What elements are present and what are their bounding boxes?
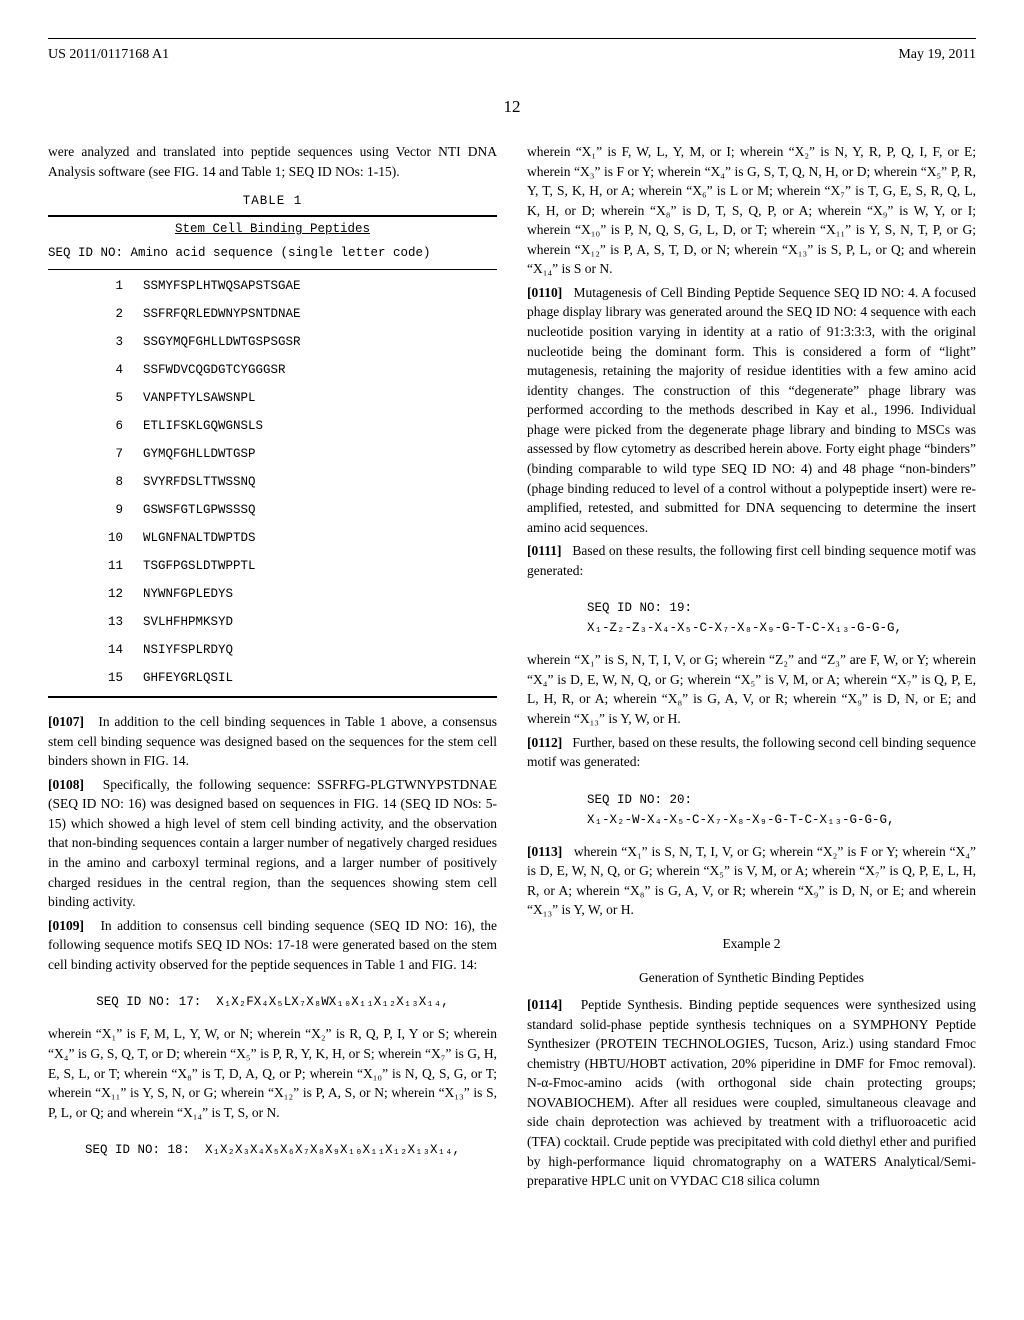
seq-20-label: SEQ ID NO: 20:: [587, 790, 976, 810]
para-num: [0110]: [527, 285, 562, 300]
seq-no: 5: [48, 388, 143, 408]
seq-no: 13: [48, 612, 143, 632]
para-num: [0109]: [48, 918, 84, 933]
para-text: In addition to consensus cell binding se…: [48, 918, 497, 972]
para-text: In addition to the cell binding sequence…: [48, 714, 497, 768]
seq-no: 8: [48, 472, 143, 492]
para-num: [0114]: [527, 997, 562, 1012]
para-num: [0112]: [527, 735, 562, 750]
paragraph-0113: [0113] wherein “X₁” is S, N, T, I, V, or…: [527, 842, 976, 920]
seq-no: 10: [48, 528, 143, 548]
seq-val: SVLHFHPMKSYD: [143, 612, 497, 632]
seq-17-definition: wherein “X₁” is F, M, L, Y, W, or N; whe…: [48, 1024, 497, 1122]
running-header: US 2011/0117168 A1 May 19, 2011: [48, 45, 976, 65]
left-column: were analyzed and translated into peptid…: [48, 142, 497, 1195]
paragraph-0111: [0111] Based on these results, the follo…: [527, 541, 976, 580]
publication-number: US 2011/0117168 A1: [48, 45, 169, 65]
para-text: Further, based on these results, the fol…: [527, 735, 976, 770]
seq-no: 14: [48, 640, 143, 660]
seq-val: VANPFTYLSAWSNPL: [143, 388, 497, 408]
seq-no: 15: [48, 668, 143, 688]
seq-no: 1: [48, 276, 143, 296]
paragraph-0109: [0109] In addition to consensus cell bin…: [48, 916, 497, 975]
top-rule: [48, 38, 976, 39]
seq-20-text: X₁-X₂-W-X₄-X₅-C-X₇-X₈-X₉-G-T-C-X₁₃-G-G-G…: [587, 810, 976, 830]
paragraph-0114: [0114] Peptide Synthesis. Binding peptid…: [527, 995, 976, 1191]
seq-val: SSGYMQFGHLLDWTGSPSGSR: [143, 332, 497, 352]
para-text: Based on these results, the following fi…: [527, 543, 976, 578]
seq-val: NYWNFGPLEDYS: [143, 584, 497, 604]
seq-20-block: SEQ ID NO: 20: X₁-X₂-W-X₄-X₅-C-X₇-X₈-X₉-…: [587, 790, 976, 830]
seq-18-label: SEQ ID NO: 18:: [85, 1143, 190, 1157]
paragraph-0108: [0108] Specifically, the following seque…: [48, 775, 497, 912]
seq-no: 12: [48, 584, 143, 604]
two-column-layout: were analyzed and translated into peptid…: [48, 142, 976, 1195]
seq-no: 3: [48, 332, 143, 352]
paragraph-0110: [0110] Mutagenesis of Cell Binding Pepti…: [527, 283, 976, 537]
para-num: [0108]: [48, 777, 84, 792]
peptide-table: 1SSMYFSPLHTWQSAPSTSGAE 2SSFRFQRLEDWNYPSN…: [48, 272, 497, 694]
seq-val: SSFRFQRLEDWNYPSNTDNAE: [143, 304, 497, 324]
seq-18-block: SEQ ID NO: 18: X₁X₂X₃X₄X₅X₆X₇X₈X₉X₁₀X₁₁X…: [48, 1140, 497, 1160]
table-head-rule: [48, 269, 497, 270]
right-column: wherein “X₁” is F, W, L, Y, M, or I; whe…: [527, 142, 976, 1195]
seq-val: SSMYFSPLHTWQSAPSTSGAE: [143, 276, 497, 296]
paragraph-0112: [0112] Further, based on these results, …: [527, 733, 976, 772]
seq-no: 9: [48, 500, 143, 520]
table-label: TABLE 1: [48, 191, 497, 211]
seq-18-text: X₁X₂X₃X₄X₅X₆X₇X₈X₉X₁₀X₁₁X₁₂X₁₃X₁₄,: [205, 1143, 460, 1157]
paragraph-0107: [0107] In addition to the cell binding s…: [48, 712, 497, 771]
example-2-subheading: Generation of Synthetic Binding Peptides: [527, 968, 976, 988]
seq-no: 11: [48, 556, 143, 576]
seq-val: GYMQFGHLLDWTGSP: [143, 444, 497, 464]
seq-19-text: X₁-Z₂-Z₃-X₄-X₅-C-X₇-X₈-X₉-G-T-C-X₁₃-G-G-…: [587, 618, 976, 638]
seq-19-block: SEQ ID NO: 19: X₁-Z₂-Z₃-X₄-X₅-C-X₇-X₈-X₉…: [587, 598, 976, 638]
publication-date: May 19, 2011: [898, 45, 976, 65]
seq-18-definition: wherein “X₁” is F, W, L, Y, M, or I; whe…: [527, 142, 976, 279]
seq-val: NSIYFSPLRDYQ: [143, 640, 497, 660]
para-num: [0107]: [48, 714, 84, 729]
table-caption: Stem Cell Binding Peptides: [48, 219, 497, 239]
seq-val: GSWSFGTLGPWSSSQ: [143, 500, 497, 520]
seq-17-text: X₁X₂FX₄X₅LX₇X₈WX₁₀X₁₁X₁₂X₁₃X₁₄,: [216, 995, 449, 1009]
table-top-rule: [48, 215, 497, 217]
intro-paragraph: were analyzed and translated into peptid…: [48, 142, 497, 181]
seq-no: 6: [48, 416, 143, 436]
seq-no: 7: [48, 444, 143, 464]
para-text: Peptide Synthesis. Binding peptide seque…: [527, 997, 976, 1188]
para-num: [0113]: [527, 844, 562, 859]
seq-val: WLGNFNALTDWPTDS: [143, 528, 497, 548]
para-num: [0111]: [527, 543, 562, 558]
seq-19-label: SEQ ID NO: 19:: [587, 598, 976, 618]
seq-val: ETLIFSKLGQWGNSLS: [143, 416, 497, 436]
seq-val: TSGFPGSLDTWPPTL: [143, 556, 497, 576]
seq-val: SVYRFDSLTTWSSNQ: [143, 472, 497, 492]
seq-val: SSFWDVCQGDGTCYGGGSR: [143, 360, 497, 380]
table-bottom-rule: [48, 696, 497, 698]
table-head: SEQ ID NO: Amino acid sequence (single l…: [48, 243, 497, 267]
seq-no: 2: [48, 304, 143, 324]
seq-17-label: SEQ ID NO: 17:: [96, 995, 201, 1009]
para-text: wherein “X₁” is S, N, T, I, V, or G; whe…: [527, 844, 976, 918]
page-number: 12: [48, 95, 976, 120]
example-2-heading: Example 2: [527, 934, 976, 954]
seq-val: GHFEYGRLQSIL: [143, 668, 497, 688]
seq-no: 4: [48, 360, 143, 380]
seq-17-block: SEQ ID NO: 17: X₁X₂FX₄X₅LX₇X₈WX₁₀X₁₁X₁₂X…: [48, 992, 497, 1012]
para-text: Mutagenesis of Cell Binding Peptide Sequ…: [527, 285, 976, 535]
seq-19-definition: wherein “X₁” is S, N, T, I, V, or G; whe…: [527, 650, 976, 728]
para-text: Specifically, the following sequence: SS…: [48, 777, 497, 909]
